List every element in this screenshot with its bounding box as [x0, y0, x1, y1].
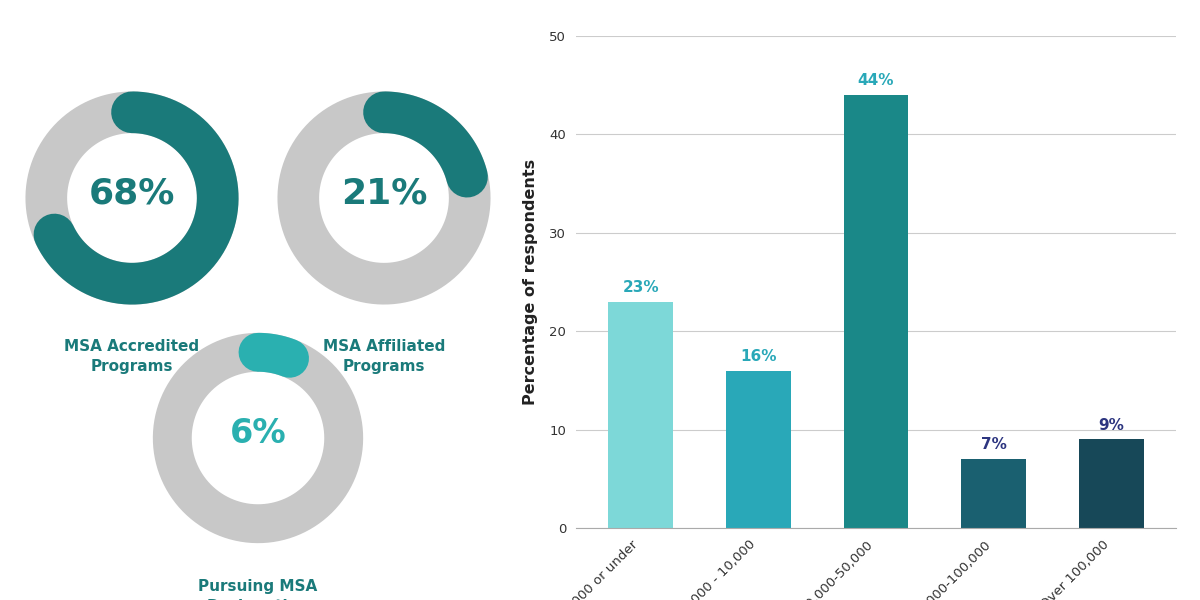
Text: 44%: 44% [858, 73, 894, 88]
Text: MSA Affiliated
Programs: MSA Affiliated Programs [323, 340, 445, 374]
Y-axis label: Percentage of respondents: Percentage of respondents [523, 159, 539, 405]
Text: 68%: 68% [89, 177, 175, 211]
Text: 9%: 9% [1098, 418, 1124, 433]
Bar [726, 371, 791, 528]
Text: 7%: 7% [980, 437, 1007, 452]
Text: 21%: 21% [341, 177, 427, 211]
Bar [1079, 439, 1144, 528]
Text: MSA Accredited
Programs: MSA Accredited Programs [65, 340, 199, 374]
Bar [961, 459, 1026, 528]
Bar [608, 302, 673, 528]
Text: Pursuing MSA
Designation: Pursuing MSA Designation [198, 580, 318, 600]
Bar [844, 95, 908, 528]
Text: 16%: 16% [740, 349, 776, 364]
Text: 6%: 6% [229, 417, 287, 450]
Text: 23%: 23% [623, 280, 659, 295]
